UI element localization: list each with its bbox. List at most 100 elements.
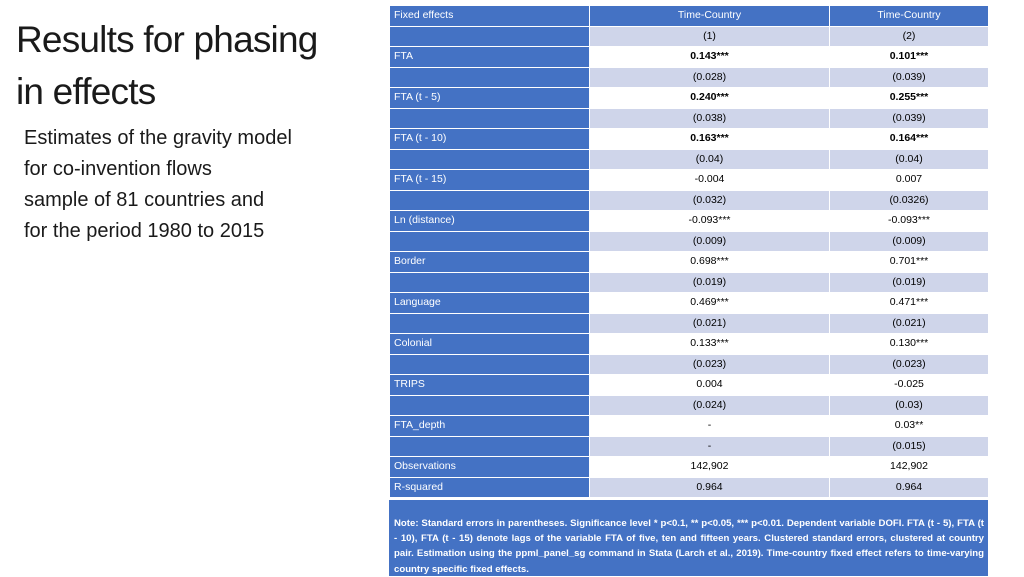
cell-col-2: 0.701*** (829, 251, 989, 273)
row-label (389, 189, 590, 211)
header-fixed-effects: Fixed effects (389, 5, 590, 27)
table-row: FTA (t - 5) 0.240*** 0.255*** (389, 87, 989, 109)
table-row: Observations 142,902 142,902 (389, 456, 989, 478)
row-label (389, 66, 590, 88)
row-label: FTA (t - 10) (389, 128, 590, 150)
row-label (389, 271, 590, 293)
cell-col-2: 0.964 (829, 476, 989, 498)
cell-col-2: (0.009) (829, 230, 989, 252)
table-row: (0.032) (0.0326) (389, 189, 989, 211)
column-number-row: (1) (2) (389, 25, 989, 47)
cell-col-2: (0.039) (829, 107, 989, 129)
cell-col-2: -0.025 (829, 374, 989, 396)
row-label: FTA (389, 46, 590, 68)
cell-col-2: 0.03** (829, 415, 989, 437)
table-header-row: Fixed effects Time-Country Time-Country (389, 5, 989, 27)
table-row: (0.009) (0.009) (389, 230, 989, 252)
row-label: Colonial (389, 333, 590, 355)
table-row: FTA 0.143*** 0.101*** (389, 46, 989, 68)
cell-col-1: 0.004 (589, 374, 830, 396)
table-row: (0.024) (0.03) (389, 394, 989, 416)
cell-col-2: 0.255*** (829, 87, 989, 109)
table-row: Ln (distance) -0.093*** -0.093*** (389, 210, 989, 232)
cell-col-2: 0.007 (829, 169, 989, 191)
cell-col-1: (0.028) (589, 66, 830, 88)
cell-col-1: (0.019) (589, 271, 830, 293)
col-number-1: (1) (589, 25, 830, 47)
table-row: (0.038) (0.039) (389, 107, 989, 129)
cell-col-1: 0.698*** (589, 251, 830, 273)
cell-col-2: -0.093*** (829, 210, 989, 232)
table-row: FTA (t - 15) -0.004 0.007 (389, 169, 989, 191)
subtitle-line: sample of 81 countries and (24, 189, 265, 211)
cell-col-2: (0.021) (829, 312, 989, 334)
row-label: R-squared (389, 476, 590, 498)
subtitle-line: for the period 1980 to 2015 (24, 220, 265, 242)
row-label: Border (389, 251, 590, 273)
cell-col-1: 0.964 (589, 476, 830, 498)
cell-col-2: 0.471*** (829, 292, 989, 314)
row-label: Observations (389, 456, 590, 478)
cell-col-1: 0.240*** (589, 87, 830, 109)
cell-col-1: (0.009) (589, 230, 830, 252)
table-row: Border 0.698*** 0.701*** (389, 251, 989, 273)
row-label: TRIPS (389, 374, 590, 396)
cell-col-2: (0.023) (829, 353, 989, 375)
cell-col-2: 0.101*** (829, 46, 989, 68)
cell-col-1: (0.032) (589, 189, 830, 211)
subtitle-line: Estimates of the gravity model (24, 127, 292, 149)
cell-col-2: 142,902 (829, 456, 989, 478)
cell-col-1: (0.024) (589, 394, 830, 416)
table-row: FTA (t - 10) 0.163*** 0.164*** (389, 128, 989, 150)
cell-col-1: -0.004 (589, 169, 830, 191)
cell-col-1: (0.04) (589, 148, 830, 170)
cell-col-1: -0.093*** (589, 210, 830, 232)
row-label (389, 435, 590, 457)
results-table: Fixed effects Time-Country Time-Country … (389, 5, 989, 498)
cell-col-2: (0.019) (829, 271, 989, 293)
row-label (389, 148, 590, 170)
table-row: (0.019) (0.019) (389, 271, 989, 293)
cell-col-1: 142,902 (589, 456, 830, 478)
table-row: TRIPS 0.004 -0.025 (389, 374, 989, 396)
header-col-2: Time-Country (829, 5, 989, 27)
title-line-1: Results for phasing (16, 19, 318, 60)
table-row: Language 0.469*** 0.471*** (389, 292, 989, 314)
row-label (389, 312, 590, 334)
table-note: Note: Standard errors in parentheses. Si… (389, 500, 988, 576)
row-label (389, 394, 590, 416)
cell-col-1: 0.469*** (589, 292, 830, 314)
cell-col-1: - (589, 435, 830, 457)
table-row: (0.028) (0.039) (389, 66, 989, 88)
cell-col-2: (0.015) (829, 435, 989, 457)
table-row: Colonial 0.133*** 0.130*** (389, 333, 989, 355)
slide-title: Results for phasing in effects (16, 14, 376, 118)
row-label: FTA (t - 5) (389, 87, 590, 109)
row-label: FTA (t - 15) (389, 169, 590, 191)
table-row: FTA_depth -0.03** (389, 415, 989, 437)
table-row: - (0.015) (389, 435, 989, 457)
cell-col-2: (0.03) (829, 394, 989, 416)
cell-col-2: (0.039) (829, 66, 989, 88)
row-label (389, 25, 590, 47)
cell-col-1: 0.133*** (589, 333, 830, 355)
cell-col-1: (0.021) (589, 312, 830, 334)
row-label (389, 107, 590, 129)
row-label: Ln (distance) (389, 210, 590, 232)
table-row: (0.021) (0.021) (389, 312, 989, 334)
table-row: (0.04) (0.04) (389, 148, 989, 170)
header-col-1: Time-Country (589, 5, 830, 27)
subtitle-line: for co-invention flows (24, 158, 212, 180)
cell-col-2: 0.164*** (829, 128, 989, 150)
cell-col-2: (0.0326) (829, 189, 989, 211)
row-label (389, 353, 590, 375)
row-label: FTA_depth (389, 415, 590, 437)
cell-col-1: (0.023) (589, 353, 830, 375)
table-row: (0.023) (0.023) (389, 353, 989, 375)
col-number-2: (2) (829, 25, 989, 47)
title-line-2: in effects (16, 71, 156, 112)
row-label: Language (389, 292, 590, 314)
table-row: R-squared 0.964 0.964 (389, 476, 989, 498)
cell-col-1: (0.038) (589, 107, 830, 129)
cell-col-2: 0.130*** (829, 333, 989, 355)
